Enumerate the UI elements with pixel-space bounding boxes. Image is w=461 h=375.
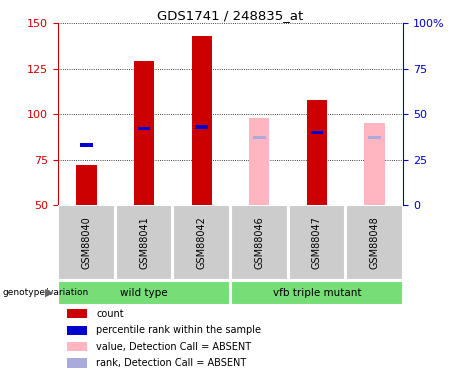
Bar — [307, 100, 327, 205]
Bar — [116, 205, 172, 280]
Bar — [173, 205, 230, 280]
Bar — [249, 118, 269, 205]
Bar — [80, 144, 93, 147]
Text: value, Detection Call = ABSENT: value, Detection Call = ABSENT — [96, 342, 251, 352]
Bar — [58, 205, 115, 280]
Bar — [289, 205, 345, 280]
Bar — [195, 125, 208, 129]
Title: GDS1741 / 248835_at: GDS1741 / 248835_at — [157, 9, 304, 22]
Bar — [134, 62, 154, 205]
Bar — [58, 280, 230, 305]
Bar — [346, 205, 403, 280]
Text: GSM88040: GSM88040 — [82, 216, 91, 269]
Bar — [67, 358, 87, 368]
Text: percentile rank within the sample: percentile rank within the sample — [96, 325, 261, 335]
Bar — [365, 123, 384, 205]
Text: rank, Detection Call = ABSENT: rank, Detection Call = ABSENT — [96, 358, 247, 368]
Text: GSM88041: GSM88041 — [139, 216, 149, 269]
Text: GSM88048: GSM88048 — [370, 216, 379, 269]
Text: ▶: ▶ — [45, 288, 53, 298]
Text: GSM88047: GSM88047 — [312, 216, 322, 269]
Bar — [231, 205, 288, 280]
Bar — [192, 36, 212, 205]
Text: vfb triple mutant: vfb triple mutant — [273, 288, 361, 298]
Text: GSM88042: GSM88042 — [197, 216, 207, 269]
Text: wild type: wild type — [120, 288, 168, 298]
Bar — [311, 131, 323, 134]
Bar — [67, 342, 87, 351]
Bar — [253, 136, 266, 140]
Bar — [138, 127, 150, 130]
Text: GSM88046: GSM88046 — [254, 216, 264, 269]
Bar — [67, 326, 87, 335]
Bar — [77, 165, 96, 205]
Bar — [368, 136, 381, 140]
Text: count: count — [96, 309, 124, 319]
Bar — [231, 280, 403, 305]
Bar — [67, 309, 87, 318]
Text: genotype/variation: genotype/variation — [2, 288, 89, 297]
